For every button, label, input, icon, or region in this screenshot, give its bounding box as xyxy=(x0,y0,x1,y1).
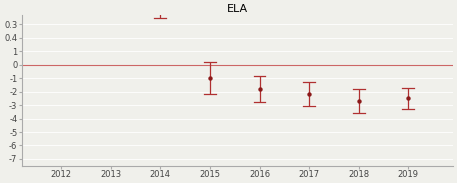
Point xyxy=(256,87,263,90)
Point xyxy=(355,100,362,102)
Point xyxy=(305,93,313,96)
Title: ELA: ELA xyxy=(227,4,248,14)
Point xyxy=(404,97,412,100)
Point xyxy=(206,77,213,80)
